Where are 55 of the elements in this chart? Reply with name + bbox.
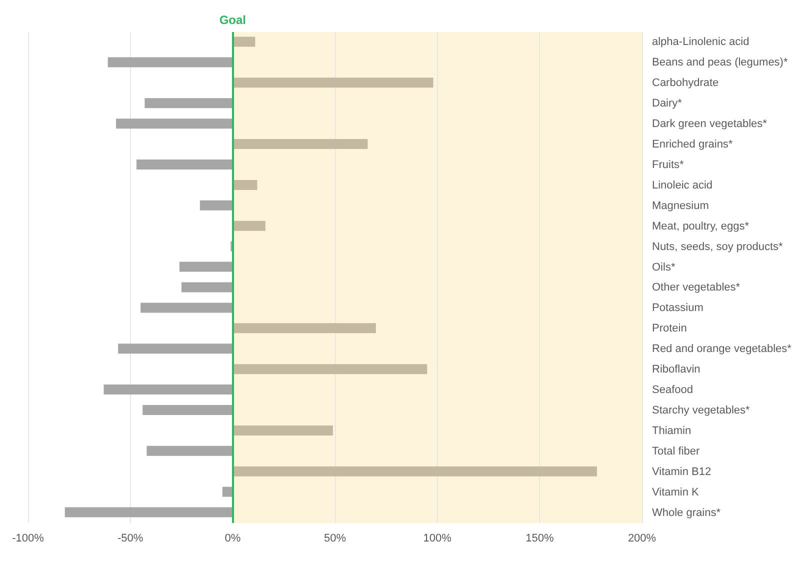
bar — [182, 282, 233, 292]
bar — [222, 486, 233, 497]
bar — [118, 344, 233, 354]
bar — [144, 98, 233, 108]
bar — [232, 425, 333, 436]
bar — [232, 36, 256, 47]
bar — [140, 302, 233, 313]
y-tick-label: Beans and peas (legumes)* — [652, 56, 788, 69]
bar — [136, 159, 233, 170]
y-tick-label: Other vegetables* — [652, 282, 741, 294]
y-tick-label: Vitamin K — [652, 486, 700, 498]
y-tick-label: Thiamin — [652, 424, 692, 437]
y-tick-label: Carbohydrate — [652, 77, 719, 90]
bar — [232, 220, 266, 231]
y-tick-label: Whole grains* — [652, 506, 722, 519]
bar — [142, 404, 233, 415]
bar — [232, 364, 428, 374]
ref-line-label: Goal — [219, 13, 246, 27]
bar — [179, 262, 233, 272]
bar — [232, 323, 376, 334]
y-tick-label: alpha-Linolenic acid — [652, 36, 750, 48]
bar — [64, 507, 233, 518]
x-tick-label: 200% — [628, 532, 656, 544]
y-tick-label: Protein — [652, 322, 687, 335]
bar — [232, 139, 368, 150]
y-tick-label: Dairy* — [652, 98, 683, 110]
bar — [232, 78, 434, 88]
bar — [116, 118, 233, 129]
x-tick-label: 0% — [224, 532, 241, 544]
y-tick-label: Magnesium — [652, 200, 709, 212]
y-tick-label: Riboflavin — [652, 364, 700, 376]
y-tick-label: Total fiber — [652, 445, 700, 458]
y-tick-label: Nuts, seeds, soy products* — [652, 240, 784, 253]
y-tick-label: Meat, poultry, eggs* — [652, 220, 750, 232]
x-tick-label: 150% — [526, 532, 554, 544]
x-tick-label: -100% — [12, 532, 44, 544]
y-tick-label: Potassium — [652, 302, 704, 314]
bar — [232, 466, 597, 476]
bar — [104, 384, 233, 395]
bar — [200, 200, 233, 210]
bar — [146, 446, 233, 456]
y-tick-label: Fruits* — [652, 158, 684, 171]
x-tick-label: 100% — [423, 532, 452, 544]
y-tick-label: Dark green vegetables* — [652, 118, 768, 130]
x-tick-label: -50% — [117, 532, 144, 544]
y-tick-label: Red and orange vegetables* — [652, 343, 792, 356]
x-tick-label: 50% — [324, 532, 346, 544]
bar — [232, 180, 258, 190]
y-tick-label: Enriched grains* — [652, 138, 734, 151]
y-tick-label: Linoleic acid — [652, 179, 713, 192]
bar — [108, 57, 233, 68]
y-tick-label: Seafood — [652, 384, 693, 396]
y-tick-label: Vitamin B12 — [652, 466, 712, 478]
y-tick-label: Starchy vegetables* — [652, 404, 751, 416]
y-tick-label: Oils* — [652, 261, 676, 274]
